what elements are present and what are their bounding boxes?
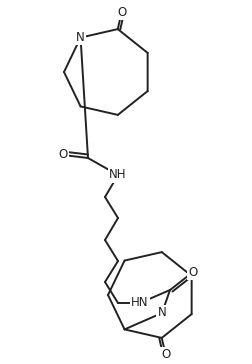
- Text: O: O: [188, 265, 198, 278]
- Text: HN: HN: [131, 297, 149, 309]
- Text: N: N: [76, 31, 85, 44]
- Text: N: N: [158, 306, 166, 320]
- Text: NH: NH: [109, 169, 127, 182]
- Text: O: O: [58, 149, 68, 162]
- Text: O: O: [117, 6, 126, 19]
- Text: O: O: [161, 348, 170, 361]
